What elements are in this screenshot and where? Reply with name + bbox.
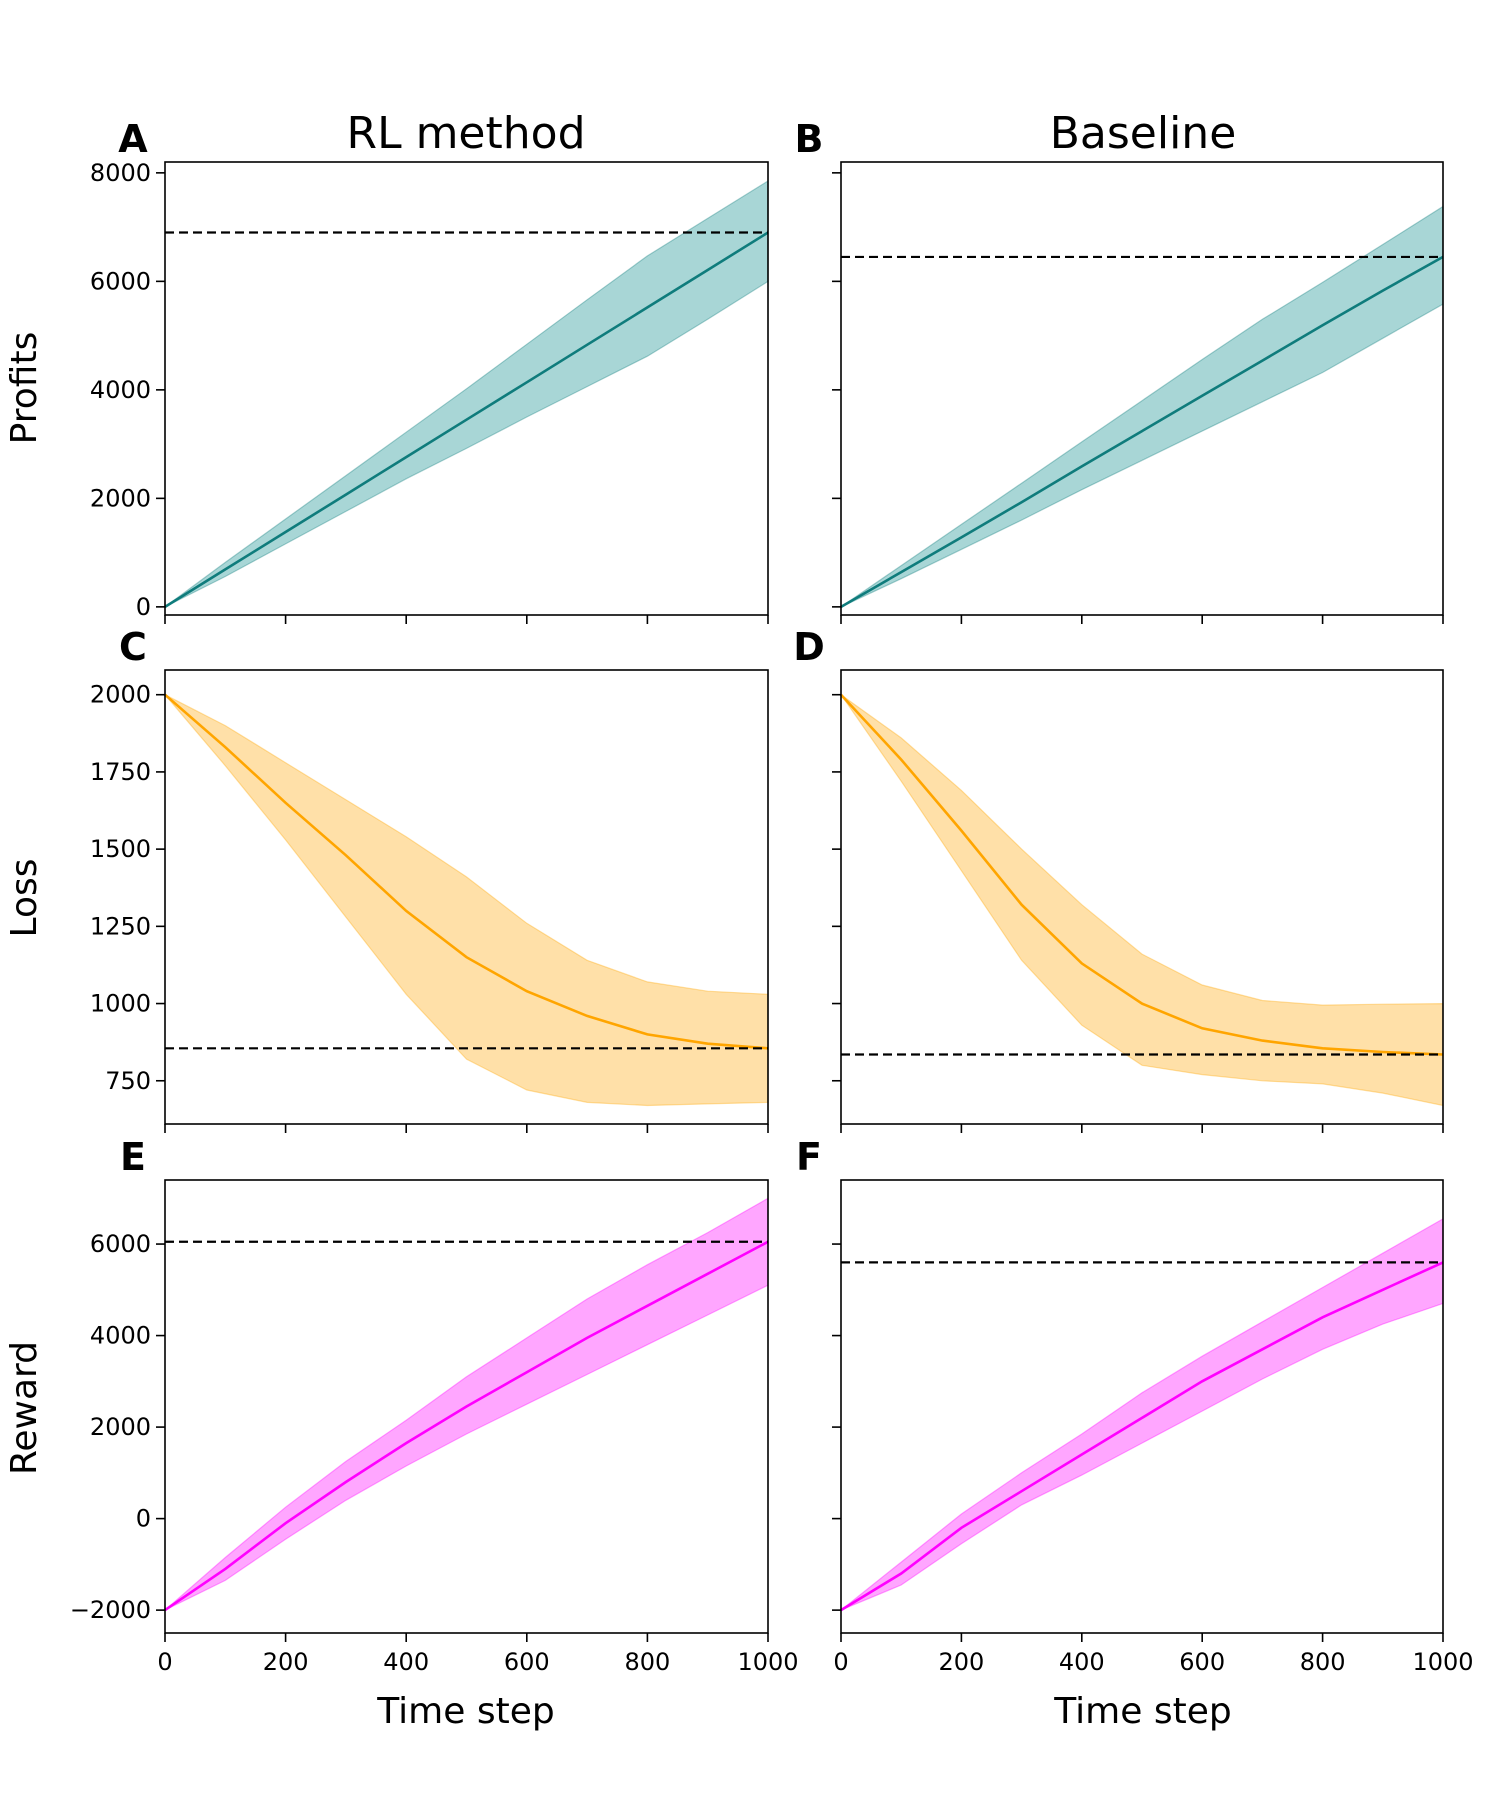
panel-d-frame: [840, 669, 1444, 1125]
panel-f-mean-line: [840, 1261, 1444, 1612]
panel-d: D: [793, 625, 1444, 1133]
panel-a-y-tick-label: 2000: [90, 484, 151, 512]
x-axis-title-right: Time step: [1053, 1691, 1231, 1732]
panel-a-y-tick-label: 4000: [90, 376, 151, 404]
column-title-rl-method: RL method: [347, 108, 586, 159]
panel-e-frame: [164, 1179, 769, 1634]
panel-f: 0 200 400 600 800 1000 F: [796, 1135, 1474, 1676]
panel-c-y-tick-label: 1500: [90, 835, 151, 863]
panel-f-x-tick-label: 200: [938, 1648, 984, 1676]
panel-c-y-tick-label: 1750: [90, 758, 151, 786]
panel-d-band: [840, 694, 1444, 1107]
panel-a-letter: A: [118, 117, 148, 161]
panel-e-x-tick-label: 400: [383, 1648, 429, 1676]
panel-a-y-tick-label: 0: [136, 593, 151, 621]
panel-e-y-tick-label: 0: [136, 1505, 151, 1533]
panel-a-frame: [164, 161, 769, 616]
column-title-baseline: Baseline: [1050, 108, 1237, 159]
panel-e-band: [164, 1197, 769, 1611]
panel-c-band: [164, 694, 769, 1107]
panel-f-x-tick-label: 600: [1179, 1648, 1225, 1676]
panel-a-y-tick-label: 8000: [90, 159, 151, 187]
panel-e-x-tick-label: 200: [263, 1648, 309, 1676]
panel-e-y-tick-label: 4000: [90, 1322, 151, 1350]
panel-c-y-tick-label: 750: [105, 1067, 151, 1095]
panel-f-frame: [840, 1179, 1444, 1634]
panel-a-y-tick-label: 6000: [90, 267, 151, 295]
panel-a-band: [164, 179, 769, 608]
panel-c-frame: [164, 669, 769, 1125]
panel-e-x-tick-label: 1000: [737, 1648, 798, 1676]
panel-e-x-tick-label: 600: [504, 1648, 550, 1676]
y-axis-title-profits: Profits: [4, 332, 45, 445]
panel-e-y-tick-label: 6000: [90, 1230, 151, 1258]
panel-b-mean-line: [840, 255, 1444, 609]
panel-c-y-tick-label: 1250: [90, 912, 151, 940]
panel-e-letter: E: [120, 1135, 146, 1179]
panel-c-mean-line: [164, 693, 769, 1050]
panel-b-frame: [840, 161, 1444, 616]
y-axis-title-reward: Reward: [4, 1341, 45, 1475]
panel-a-mean-line: [164, 231, 769, 609]
panel-d-mean-line: [840, 693, 1444, 1056]
panel-b-letter: B: [795, 117, 824, 161]
panel-e-y-tick-label: −2000: [70, 1596, 151, 1624]
y-axis-title-loss: Loss: [4, 859, 45, 938]
panel-f-letter: F: [796, 1135, 822, 1179]
panel-d-letter: D: [793, 625, 825, 669]
panel-f-x-tick-label: 0: [833, 1648, 848, 1676]
panel-c-y-tick-label: 2000: [90, 681, 151, 709]
panel-c-letter: C: [119, 625, 147, 669]
panel-e-x-tick-label: 800: [624, 1648, 670, 1676]
panel-b-band: [840, 205, 1444, 608]
panel-b: B: [795, 117, 1444, 624]
panel-f-x-tick-label: 800: [1300, 1648, 1346, 1676]
panel-e-mean-line: [164, 1240, 769, 1612]
panel-e-x-tick-label: 0: [157, 1648, 172, 1676]
panel-f-x-tick-label: 1000: [1412, 1648, 1473, 1676]
x-axis-title-left: Time step: [376, 1691, 554, 1732]
panel-c: 750 1000 1250 1500 1750 2000 C: [90, 625, 769, 1133]
panel-f-x-tick-label: 400: [1059, 1648, 1105, 1676]
panel-c-y-tick-label: 1000: [90, 990, 151, 1018]
panel-e-y-tick-label: 2000: [90, 1413, 151, 1441]
